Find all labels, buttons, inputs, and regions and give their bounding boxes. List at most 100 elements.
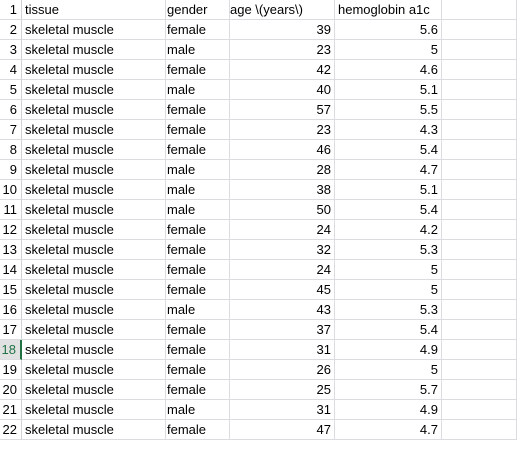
row-number[interactable]: 6 — [0, 100, 22, 120]
empty-cell[interactable] — [442, 80, 517, 100]
row-number[interactable]: 15 — [0, 280, 22, 300]
age-cell[interactable]: 31 — [227, 400, 335, 420]
empty-cell[interactable] — [442, 380, 517, 400]
empty-cell[interactable] — [442, 100, 517, 120]
age-cell[interactable]: 57 — [227, 100, 335, 120]
gender-cell[interactable]: female — [164, 320, 230, 340]
empty-cell[interactable] — [442, 0, 517, 20]
empty-cell[interactable] — [442, 400, 517, 420]
column-header-cell[interactable]: gender — [164, 0, 230, 20]
row-number[interactable]: 14 — [0, 260, 22, 280]
hemoglobin-a1c-cell[interactable]: 5.4 — [335, 140, 442, 160]
row-number[interactable]: 1 — [0, 0, 22, 20]
hemoglobin-a1c-cell[interactable]: 4.7 — [335, 160, 442, 180]
age-cell[interactable]: 23 — [227, 120, 335, 140]
tissue-cell[interactable]: skeletal muscle — [22, 340, 166, 360]
age-cell[interactable]: 24 — [227, 260, 335, 280]
gender-cell[interactable]: female — [164, 240, 230, 260]
gender-cell[interactable]: female — [164, 340, 230, 360]
tissue-cell[interactable]: skeletal muscle — [22, 180, 166, 200]
tissue-cell[interactable]: skeletal muscle — [22, 220, 166, 240]
age-cell[interactable]: 46 — [227, 140, 335, 160]
empty-cell[interactable] — [442, 260, 517, 280]
empty-cell[interactable] — [442, 200, 517, 220]
tissue-cell[interactable]: skeletal muscle — [22, 320, 166, 340]
age-cell[interactable]: 50 — [227, 200, 335, 220]
hemoglobin-a1c-cell[interactable]: 4.7 — [335, 420, 442, 440]
tissue-cell[interactable]: skeletal muscle — [22, 300, 166, 320]
hemoglobin-a1c-cell[interactable]: 5.4 — [335, 320, 442, 340]
empty-cell[interactable] — [442, 120, 517, 140]
row-number[interactable]: 19 — [0, 360, 22, 380]
gender-cell[interactable]: male — [164, 400, 230, 420]
empty-cell[interactable] — [442, 360, 517, 380]
row-number[interactable]: 12 — [0, 220, 22, 240]
tissue-cell[interactable]: skeletal muscle — [22, 260, 166, 280]
hemoglobin-a1c-cell[interactable]: 5.3 — [335, 300, 442, 320]
hemoglobin-a1c-cell[interactable]: 5.6 — [335, 20, 442, 40]
hemoglobin-a1c-cell[interactable]: 5.1 — [335, 80, 442, 100]
row-number[interactable]: 21 — [0, 400, 22, 420]
tissue-cell[interactable]: skeletal muscle — [22, 120, 166, 140]
tissue-cell[interactable]: skeletal muscle — [22, 360, 166, 380]
row-number[interactable]: 22 — [0, 420, 22, 440]
gender-cell[interactable]: male — [164, 300, 230, 320]
row-number[interactable]: 13 — [0, 240, 22, 260]
row-number[interactable]: 20 — [0, 380, 22, 400]
empty-cell[interactable] — [442, 420, 517, 440]
tissue-cell[interactable]: skeletal muscle — [22, 60, 166, 80]
gender-cell[interactable]: male — [164, 160, 230, 180]
age-cell[interactable]: 38 — [227, 180, 335, 200]
gender-cell[interactable]: male — [164, 40, 230, 60]
hemoglobin-a1c-cell[interactable]: 5.1 — [335, 180, 442, 200]
gender-cell[interactable]: female — [164, 140, 230, 160]
empty-cell[interactable] — [442, 40, 517, 60]
age-cell[interactable]: 47 — [227, 420, 335, 440]
tissue-cell[interactable]: skeletal muscle — [22, 140, 166, 160]
age-cell[interactable]: 28 — [227, 160, 335, 180]
row-number[interactable]: 17 — [0, 320, 22, 340]
row-number[interactable]: 10 — [0, 180, 22, 200]
empty-cell[interactable] — [442, 160, 517, 180]
hemoglobin-a1c-cell[interactable]: 4.6 — [335, 60, 442, 80]
gender-cell[interactable]: male — [164, 80, 230, 100]
tissue-cell[interactable]: skeletal muscle — [22, 40, 166, 60]
column-header-cell[interactable]: hemoglobin a1c — [335, 0, 442, 20]
hemoglobin-a1c-cell[interactable]: 5.7 — [335, 380, 442, 400]
gender-cell[interactable]: female — [164, 100, 230, 120]
row-number[interactable]: 18 — [0, 340, 22, 360]
tissue-cell[interactable]: skeletal muscle — [22, 160, 166, 180]
gender-cell[interactable]: female — [164, 420, 230, 440]
hemoglobin-a1c-cell[interactable]: 5.4 — [335, 200, 442, 220]
empty-cell[interactable] — [442, 240, 517, 260]
tissue-cell[interactable]: skeletal muscle — [22, 400, 166, 420]
age-cell[interactable]: 42 — [227, 60, 335, 80]
gender-cell[interactable]: male — [164, 200, 230, 220]
age-cell[interactable]: 43 — [227, 300, 335, 320]
tissue-cell[interactable]: skeletal muscle — [22, 20, 166, 40]
tissue-cell[interactable]: skeletal muscle — [22, 380, 166, 400]
tissue-cell[interactable]: skeletal muscle — [22, 280, 166, 300]
empty-cell[interactable] — [442, 320, 517, 340]
gender-cell[interactable]: female — [164, 380, 230, 400]
empty-cell[interactable] — [442, 180, 517, 200]
age-cell[interactable]: 23 — [227, 40, 335, 60]
empty-cell[interactable] — [442, 140, 517, 160]
row-number[interactable]: 5 — [0, 80, 22, 100]
tissue-cell[interactable]: skeletal muscle — [22, 200, 166, 220]
hemoglobin-a1c-cell[interactable]: 4.2 — [335, 220, 442, 240]
empty-cell[interactable] — [442, 220, 517, 240]
empty-cell[interactable] — [442, 300, 517, 320]
gender-cell[interactable]: female — [164, 360, 230, 380]
gender-cell[interactable]: female — [164, 220, 230, 240]
age-cell[interactable]: 31 — [227, 340, 335, 360]
gender-cell[interactable]: female — [164, 60, 230, 80]
empty-cell[interactable] — [442, 20, 517, 40]
column-header-cell[interactable]: age \(years\) — [227, 0, 335, 20]
age-cell[interactable]: 26 — [227, 360, 335, 380]
gender-cell[interactable]: female — [164, 260, 230, 280]
row-number[interactable]: 2 — [0, 20, 22, 40]
empty-cell[interactable] — [442, 60, 517, 80]
age-cell[interactable]: 40 — [227, 80, 335, 100]
row-number[interactable]: 8 — [0, 140, 22, 160]
